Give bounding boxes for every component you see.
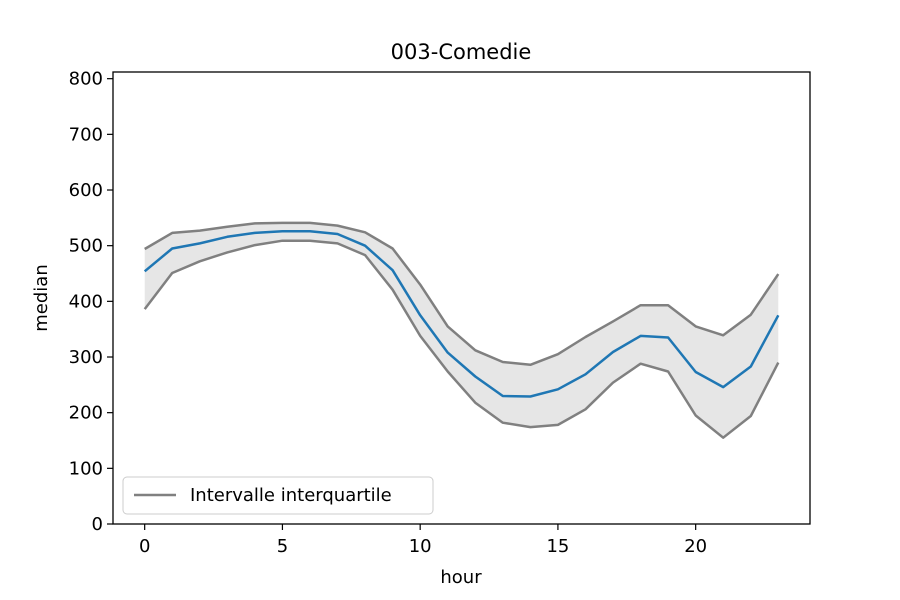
legend-entry-iqr: Intervalle interquartile (190, 485, 392, 506)
y-tick-label: 0 (92, 514, 103, 535)
y-axis-label: median (31, 264, 52, 331)
y-tick-label: 500 (69, 236, 103, 257)
x-tick-label: 5 (277, 536, 288, 557)
series-line-q1 (143, 239, 780, 439)
chart-title: 003-Comedie (391, 40, 532, 64)
legend-box (122, 476, 434, 515)
y-tick-label: 400 (69, 291, 103, 312)
y-tick-label: 100 (69, 458, 103, 479)
series-line-median (143, 229, 780, 398)
iqr-band (144, 222, 779, 438)
x-axis-label: hour (440, 567, 482, 588)
y-tick-label: 600 (69, 180, 103, 201)
x-tick-label: 0 (139, 536, 150, 557)
series-line-q3 (144, 221, 780, 367)
y-axis-ticks: 0 100 200 300 400 500 600 700 800 (69, 69, 113, 535)
x-axis-ticks: 0 5 10 15 20 (139, 524, 707, 557)
y-tick-label: 700 (69, 124, 103, 145)
y-tick-label: 800 (69, 69, 103, 90)
y-tick-label: 200 (69, 403, 103, 424)
legend: Intervalle interquartile (122, 476, 434, 515)
x-tick-label: 10 (409, 536, 432, 557)
x-tick-label: 20 (684, 536, 707, 557)
x-tick-label: 15 (546, 536, 569, 557)
y-tick-label: 300 (69, 347, 103, 368)
plot-area (143, 221, 780, 439)
plot-frame (112, 71, 811, 525)
